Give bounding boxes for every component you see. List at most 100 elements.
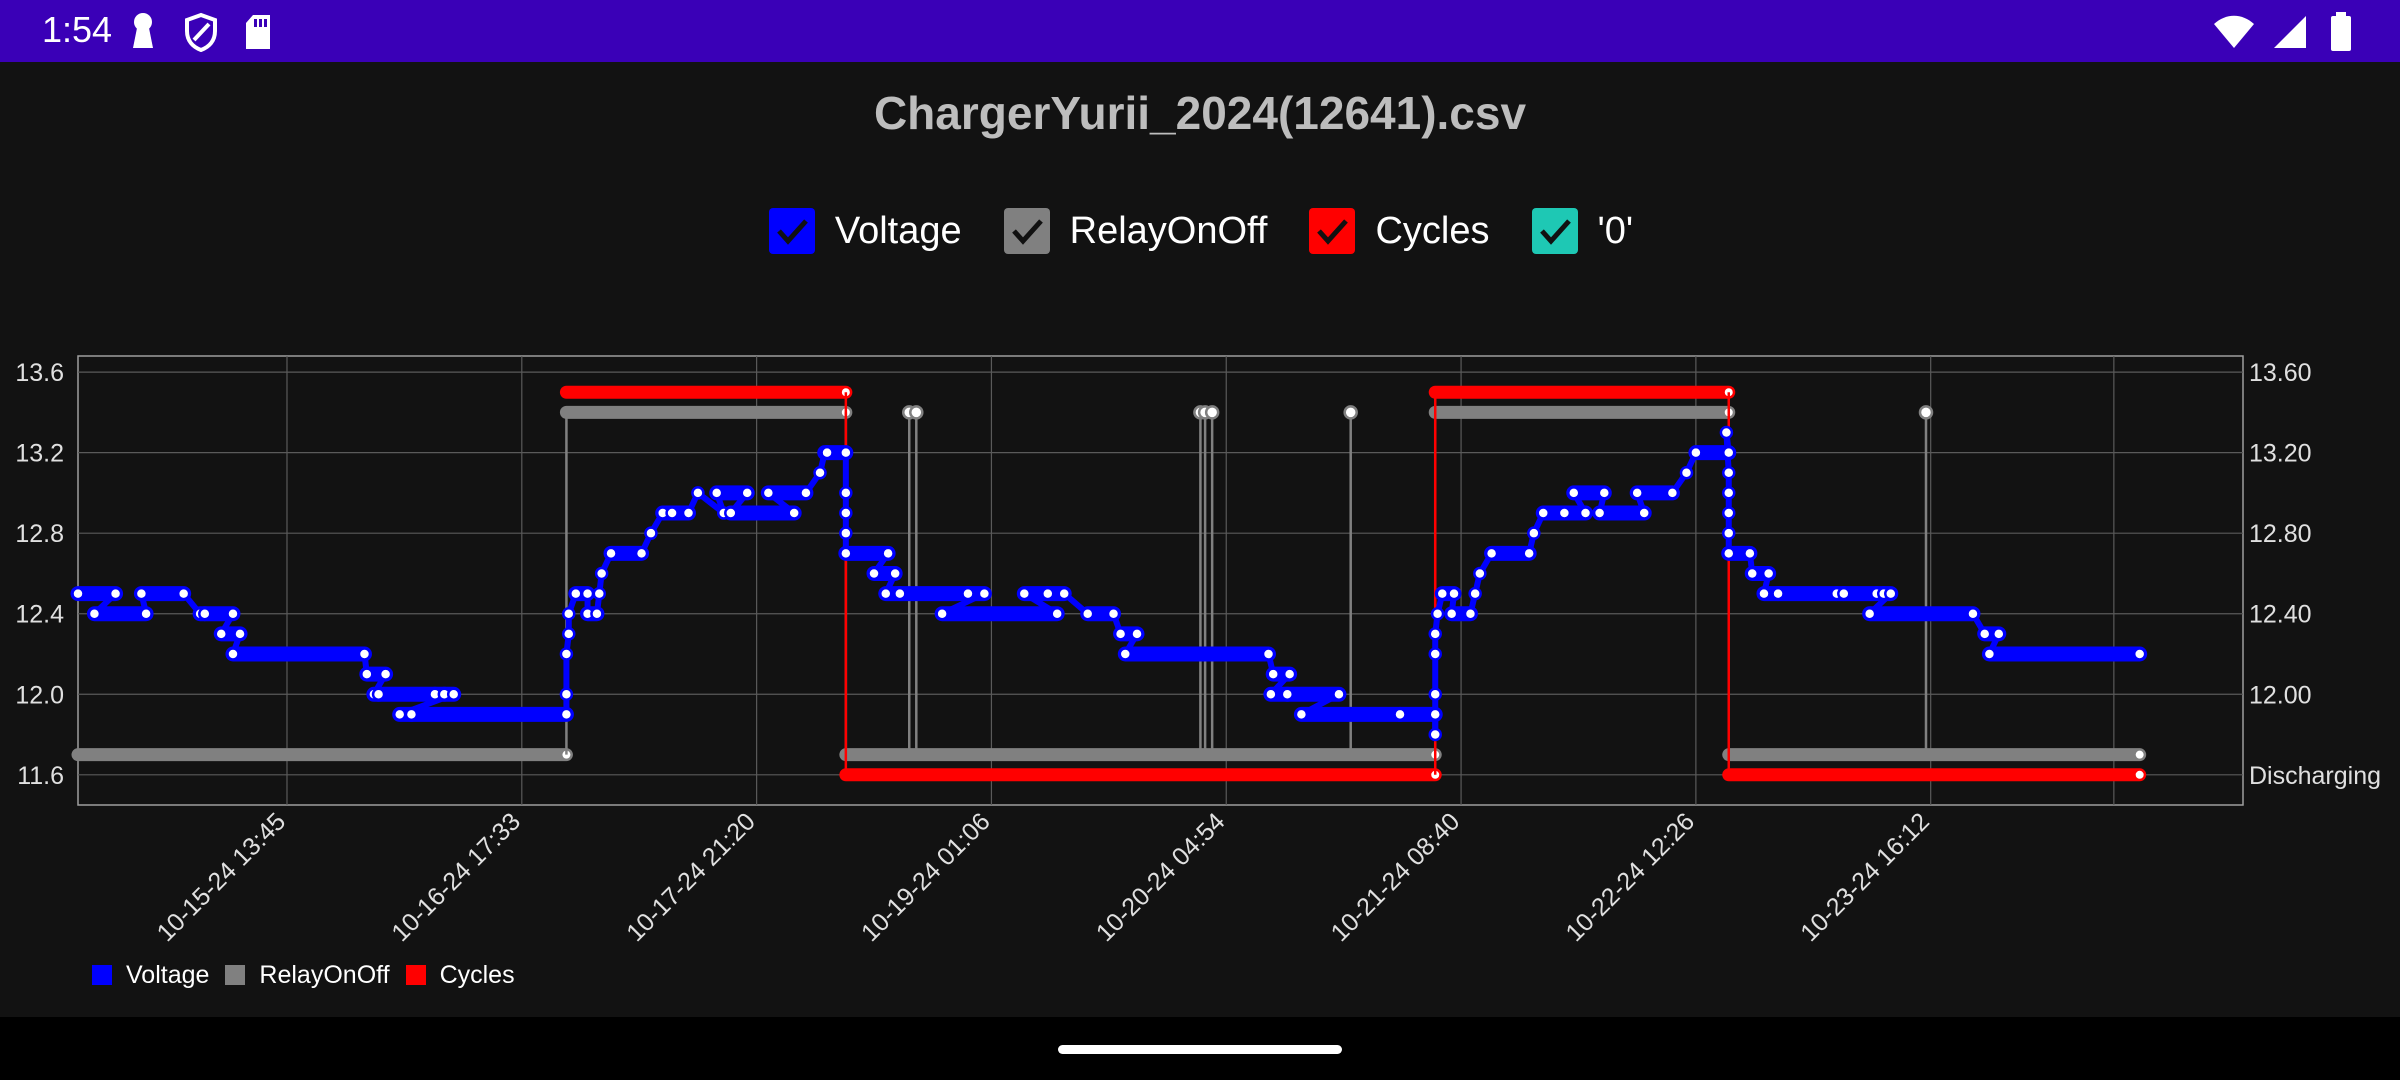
wifi-icon <box>2214 15 2254 48</box>
voltage-point <box>1484 546 1499 561</box>
voltage-point <box>1080 606 1095 621</box>
y-tick-label-right: 12.80 <box>2249 520 2312 548</box>
voltage-point <box>681 506 696 520</box>
voltage-point <box>87 606 102 621</box>
voltage-point <box>879 586 893 601</box>
legend-entry-voltage: Voltage <box>92 961 209 990</box>
voltage-point <box>1282 667 1297 681</box>
voltage-point <box>1637 506 1651 520</box>
voltage-point <box>1567 486 1581 500</box>
voltage-point <box>1722 526 1736 540</box>
voltage-point <box>634 546 649 561</box>
voltage-point <box>1332 687 1346 702</box>
x-tick-label: 10-21-24 08:40 <box>1326 807 1466 947</box>
voltage-point <box>1761 566 1776 581</box>
voltage-point <box>1463 606 1478 621</box>
voltage-point <box>1719 425 1734 440</box>
relayonoff-checkbox[interactable] <box>1003 208 1050 254</box>
voltage-point <box>1665 486 1680 500</box>
voltage-point <box>813 466 827 480</box>
voltage-point <box>1522 546 1536 561</box>
voltage-point <box>2132 647 2147 661</box>
x-tick-label: 10-16-24 17:33 <box>386 807 526 947</box>
y-tick-label-left: 12.8 <box>15 520 64 548</box>
voltage-point <box>709 486 724 500</box>
voltage-point <box>1536 506 1550 520</box>
toggle-label: RelayOnOff <box>1069 209 1268 252</box>
voltage-point <box>592 586 607 601</box>
voltage-point <box>580 586 595 601</box>
x-tick-label: 10-17-24 21:20 <box>621 807 761 947</box>
voltage-point <box>604 546 618 561</box>
voltage-point <box>961 586 975 601</box>
voltage-point <box>1430 606 1445 621</box>
voltage-point <box>404 707 419 722</box>
voltage-checkbox[interactable] <box>768 208 815 254</box>
voltage-point <box>1977 627 1992 641</box>
voltage-point <box>1473 566 1487 581</box>
checkmark-icon <box>1011 219 1043 245</box>
voltage-point <box>839 546 853 561</box>
voltage-point <box>1722 486 1736 500</box>
voltage-point <box>820 445 834 460</box>
cycles-checkbox[interactable] <box>1309 208 1356 254</box>
checkmark-icon <box>776 219 808 245</box>
y-tick-label-right: Discharging <box>2249 762 2381 790</box>
toggle-zero[interactable]: '0' <box>1531 208 1633 254</box>
voltage-point <box>1837 586 1851 601</box>
chart-title: ChargerYurii_2024(12641).csv <box>873 87 1527 139</box>
voltage-point <box>1468 586 1482 601</box>
voltage-point <box>1743 546 1757 561</box>
home-gesture-handle[interactable] <box>1058 1045 1342 1054</box>
legend-swatch-cycles <box>405 965 426 985</box>
relay-spike-point <box>1343 405 1358 420</box>
voltage-point <box>1266 667 1280 681</box>
y-tick-label-left: 11.6 <box>17 762 64 790</box>
voltage-point <box>1771 586 1785 601</box>
voltage-point <box>644 526 658 540</box>
voltage-point <box>1992 627 2006 641</box>
voltage-point <box>888 566 902 581</box>
voltage-point <box>1722 546 1736 561</box>
legend-label: Cycles <box>439 960 515 989</box>
toggle-relayonoff[interactable]: RelayOnOff <box>1003 208 1268 254</box>
voltage-point <box>1592 506 1607 520</box>
toggle-voltage[interactable]: Voltage <box>768 208 962 254</box>
voltage-point <box>935 606 949 621</box>
voltage-point <box>839 445 853 460</box>
x-tick-label: 10-22-24 12:26 <box>1560 807 1700 947</box>
voltage-point <box>1017 586 1032 601</box>
shield-icon <box>185 12 217 52</box>
voltage-point <box>176 586 191 601</box>
voltage-point <box>1597 486 1612 500</box>
chart-plot[interactable]: 11.6 Discharging 12.0 12.00 12.4 12.40 12.8 12.… <box>0 0 2400 1000</box>
voltage-point <box>1689 445 1703 460</box>
voltage-point <box>1966 606 1980 621</box>
voltage-point <box>1130 627 1144 641</box>
voltage-point <box>1982 647 1997 661</box>
relay-spike-point <box>1204 405 1220 420</box>
voltage-point <box>562 606 576 621</box>
voltage-point <box>1435 586 1450 601</box>
voltage-point <box>1444 606 1459 621</box>
voltage-point <box>1722 466 1736 480</box>
voltage-point <box>198 606 212 621</box>
voltage-point <box>1447 586 1461 601</box>
voltage-point <box>1557 506 1572 520</box>
legend-swatch-relayonoff <box>225 965 246 985</box>
legend-swatch-voltage <box>92 965 112 985</box>
voltage-point <box>1527 526 1541 540</box>
voltage-point <box>139 606 153 621</box>
plot-frame <box>77 355 2244 806</box>
voltage-point <box>1050 606 1064 621</box>
voltage-point <box>562 627 576 641</box>
toggle-cycles[interactable]: Cycles <box>1309 208 1490 254</box>
voltage-point <box>559 647 574 661</box>
voltage-point <box>1106 606 1121 621</box>
voltage-point <box>1041 586 1055 601</box>
y-tick-label-right: 12.40 <box>2249 601 2312 629</box>
x-tick-label: 10-23-24 16:12 <box>1795 807 1935 947</box>
voltage-point <box>724 506 738 520</box>
voltage-point <box>839 526 853 540</box>
zero-checkbox[interactable] <box>1531 208 1578 254</box>
